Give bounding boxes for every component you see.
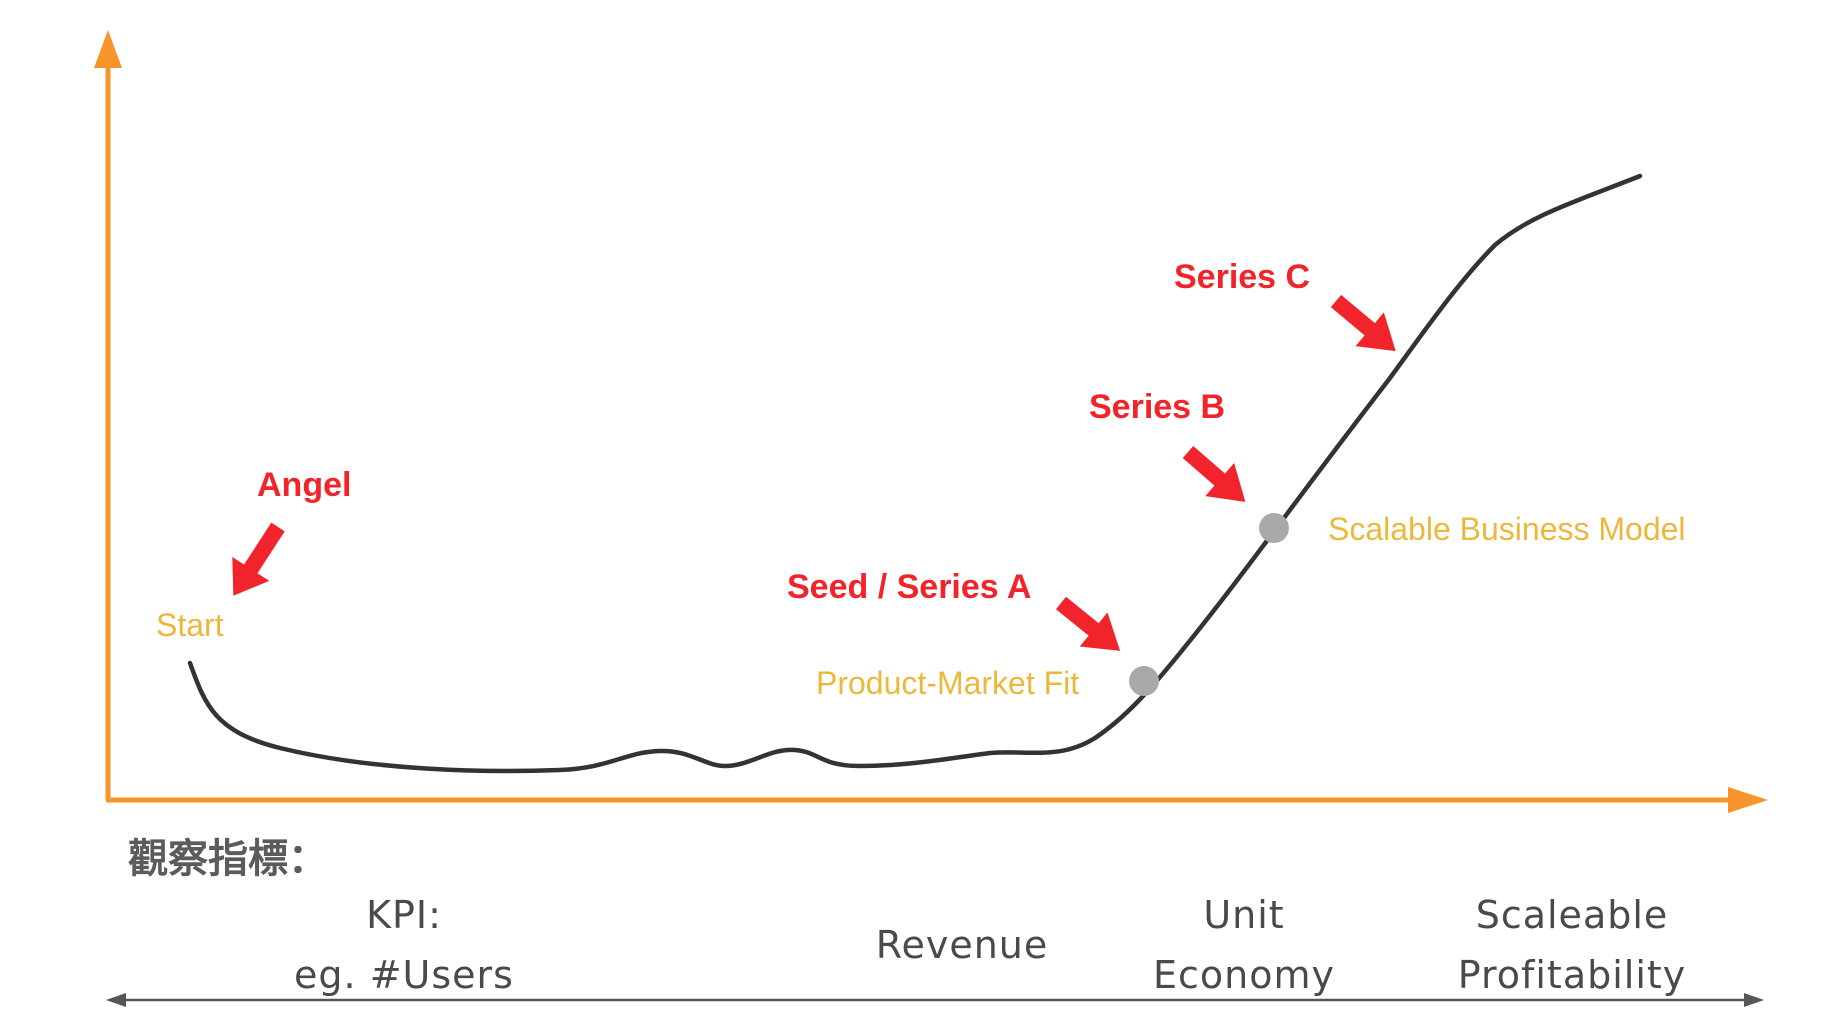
unit-economy-label-line2: Economy [1153,953,1335,997]
series-c-arrow-icon [1330,294,1396,352]
scale-line-right-arrowhead [1744,993,1764,1007]
scaleable-profitability-label-line2: Profitability [1458,953,1687,997]
kpi-label-line2: eg. #Users [294,953,514,997]
y-axis-arrowhead [94,30,122,68]
scalable-business-model-dot [1259,513,1289,543]
axes [94,30,1768,813]
series-b-arrow-icon [1182,445,1246,502]
scalable-business-model-label: Scalable Business Model [1328,511,1686,547]
kpi-label-line1: KPI: [366,893,442,937]
product-market-fit-dot [1129,666,1159,696]
series-b-label: Series B [1089,388,1225,426]
revenue-label: Revenue [876,923,1049,967]
x-axis-arrowhead [1728,787,1768,813]
start-label: Start [156,607,224,643]
unit-economy-label-line1: Unit [1203,893,1284,937]
product-market-fit-label: Product-Market Fit [816,665,1079,701]
scaleable-profitability-label-line1: Scaleable [1476,893,1669,937]
series-c-label: Series C [1174,258,1310,296]
metrics-scale-line [106,993,1764,1007]
angel-label: Angel [257,466,351,504]
angel-arrow-icon [232,522,285,596]
seed-series-a-arrow-icon [1055,596,1121,651]
growth-curve [187,173,1643,774]
metrics-title: 觀察指標： [128,836,328,882]
seed-series-a-label: Seed / Series A [787,568,1031,606]
scale-line-left-arrowhead [106,993,126,1007]
